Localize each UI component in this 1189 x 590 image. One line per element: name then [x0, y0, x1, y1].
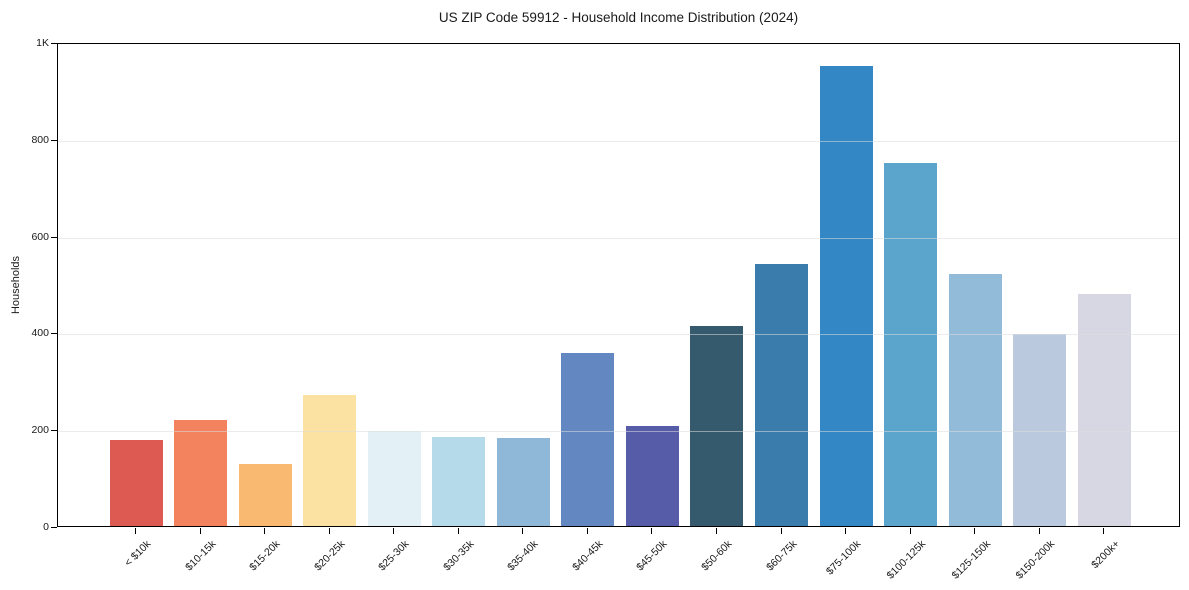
x-tick-mark: [199, 528, 201, 534]
x-tick-label: $100-125k: [884, 538, 929, 582]
x-tick-mark: [780, 528, 782, 534]
bar: [948, 274, 1002, 526]
bar: [755, 264, 808, 526]
y-tick-label: 200: [31, 424, 49, 437]
y-tick-label: 0: [43, 521, 49, 533]
y-tick-mark: [51, 333, 57, 335]
x-tick-label: $20-25k: [311, 538, 348, 574]
x-tick-mark: [522, 528, 524, 534]
gridline: [58, 237, 1179, 239]
bar: [367, 430, 421, 526]
x-tick-mark: [909, 528, 911, 534]
bar: [690, 325, 744, 526]
bar: [174, 420, 228, 526]
x-tick-mark: [974, 528, 976, 534]
x-tick-label: $45-50k: [634, 538, 670, 574]
bar: [303, 394, 357, 526]
x-tick-mark: [1103, 528, 1105, 534]
bar: [496, 438, 550, 526]
x-tick-mark: [715, 528, 717, 534]
bar: [432, 437, 486, 526]
bar: [1013, 333, 1067, 526]
x-tick-label: $10-15k: [182, 538, 219, 574]
gridline: [58, 334, 1179, 336]
y-tick-label: 400: [31, 327, 49, 340]
y-tick-mark: [51, 527, 57, 528]
y-tick-mark: [51, 430, 57, 432]
gridline: [58, 431, 1179, 433]
x-tick-label: $60-75k: [763, 538, 799, 574]
x-tick-label: $15-20k: [247, 538, 283, 574]
bar: [819, 66, 873, 526]
x-tick-mark: [393, 528, 395, 534]
y-tick-mark: [51, 236, 57, 238]
x-tick-label: $30-35k: [440, 538, 477, 574]
y-tick-label: 1K: [36, 37, 49, 49]
x-tick-mark: [457, 528, 459, 534]
y-tick-mark: [51, 139, 57, 141]
x-tick-label: < $10k: [122, 538, 154, 569]
bar: [561, 352, 615, 526]
x-tick-mark: [264, 528, 266, 534]
x-tick-label: $25-30k: [376, 538, 412, 574]
x-tick-mark: [651, 528, 653, 534]
bar: [109, 439, 163, 526]
x-tick-label: $40-45k: [570, 538, 606, 574]
gridline: [58, 140, 1179, 142]
y-tick-mark: [51, 43, 57, 44]
y-tick-label: 800: [31, 133, 49, 146]
x-tick-label: $200k+: [1088, 538, 1122, 572]
bar: [1077, 293, 1131, 526]
x-tick-label: $35-40k: [505, 538, 541, 574]
bar: [884, 163, 938, 526]
x-tick-mark: [135, 528, 136, 534]
x-tick-label: $50-60k: [699, 538, 735, 574]
y-axis-label: Households: [10, 255, 22, 315]
x-tick-mark: [1038, 528, 1040, 534]
plot-area: [57, 43, 1180, 527]
x-tick-label: $125-150k: [949, 538, 993, 582]
x-tick-mark: [328, 528, 330, 534]
bar: [238, 464, 292, 526]
x-tick-label: $150-200k: [1013, 538, 1058, 582]
x-tick-mark: [586, 528, 588, 534]
chart-title: US ZIP Code 59912 - Household Income Dis…: [438, 10, 799, 25]
x-tick-label: $75-100k: [824, 538, 864, 578]
bar: [625, 425, 679, 526]
y-tick-label: 600: [31, 230, 49, 243]
x-tick-mark: [845, 528, 847, 534]
